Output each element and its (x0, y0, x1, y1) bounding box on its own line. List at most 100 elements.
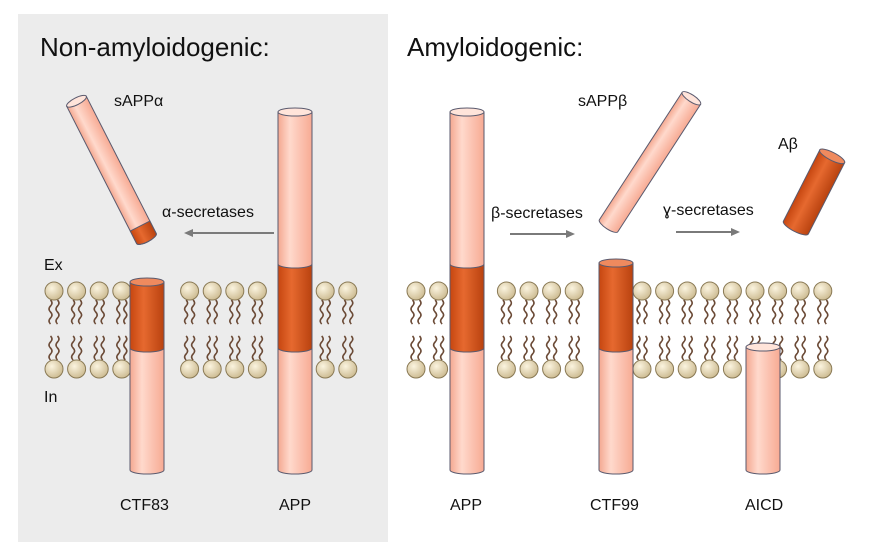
lipid-head (225, 359, 245, 379)
sappb-label: sAPPβ (578, 93, 628, 110)
lipid-tail (417, 299, 422, 325)
lipid-head (44, 359, 64, 379)
lipid-tail (688, 335, 693, 361)
lipid-tail (319, 299, 324, 325)
lipid-tail (523, 299, 528, 325)
lipid-tail (190, 299, 196, 325)
lipid-tail (123, 299, 128, 325)
lipid-tail (229, 299, 234, 325)
lipid-tail (658, 335, 664, 361)
lipid-head (112, 359, 132, 379)
ctf99-label: CTF99 (590, 497, 639, 514)
lipid-tail (77, 299, 83, 325)
lipid-head (745, 281, 765, 301)
lipid-tail (100, 335, 105, 361)
lipid-tail (70, 335, 76, 361)
non-amyloidogenic-title: Non-amyloidogenic: (40, 32, 270, 62)
lipid-head (429, 281, 449, 301)
lipid-tail (342, 335, 347, 361)
lipid-tail (183, 299, 189, 325)
lipid-head (338, 359, 358, 379)
ctf83-label: CTF83 (120, 497, 169, 514)
lipid-tail (771, 299, 777, 325)
lipid-tail (778, 299, 784, 325)
lipid-tail (258, 335, 264, 361)
lipid-head (44, 281, 64, 301)
lipid-tail (545, 299, 551, 325)
lipid-tail (665, 335, 671, 361)
lipid-tail (236, 299, 241, 325)
lipid-tail (568, 335, 573, 361)
lipid-tail (432, 335, 438, 361)
lipid-head (700, 359, 720, 379)
lipid-tail (251, 335, 257, 361)
membrane-right (406, 281, 833, 379)
lipid-tail (801, 299, 806, 325)
lipid-head (429, 359, 449, 379)
lipid-head (542, 359, 562, 379)
lipid-tail (349, 299, 354, 325)
lipid-tail (326, 299, 331, 325)
lipid-head (564, 281, 584, 301)
lipid-tail (213, 335, 218, 361)
lipid-tail (824, 335, 829, 361)
lipid-head (632, 359, 652, 379)
lipid-tail (733, 299, 739, 325)
lipid-head (406, 281, 426, 301)
lipid-head (813, 359, 833, 379)
lipid-tail (258, 299, 264, 325)
sappb-fragment (598, 91, 702, 233)
lipid-tail (77, 335, 83, 361)
lipid-tail (643, 299, 648, 325)
lipid-tail (681, 335, 686, 361)
lipid-tail (229, 335, 234, 361)
lipid-tail (48, 299, 53, 325)
lipid-head (790, 281, 810, 301)
lipid-head (112, 281, 132, 301)
lipid-tail (794, 335, 799, 361)
lipid-tail (439, 299, 445, 325)
lipid-head (180, 281, 200, 301)
lipid-tail (342, 299, 347, 325)
lipid-tail (530, 335, 535, 361)
lipid-tail (711, 299, 716, 325)
alpha-secretases-label: α-secretases (162, 204, 254, 221)
lipid-tail (206, 299, 211, 325)
lipid-head (632, 281, 652, 301)
beta-secretases-label: β-secretases (491, 205, 583, 222)
lipid-head (180, 359, 200, 379)
lipid-tail (688, 299, 693, 325)
lipid-tail (349, 335, 354, 361)
lipid-head (813, 281, 833, 301)
aicd-protein (745, 342, 781, 475)
lipid-tail (100, 299, 105, 325)
lipid-tail (749, 299, 754, 325)
gamma-secretase-arrow (676, 228, 740, 236)
lipid-tail (824, 299, 829, 325)
lipid-tail (681, 299, 686, 325)
lipid-tail (643, 335, 648, 361)
lipid-head (496, 359, 516, 379)
lipid-head (247, 281, 267, 301)
lipid-tail (704, 335, 709, 361)
lipid-tail (552, 335, 558, 361)
sappa-label: sAPPα (114, 93, 164, 110)
lipid-tail (439, 335, 445, 361)
lipid-tail (726, 299, 732, 325)
lipid-head (202, 359, 222, 379)
lipid-tail (507, 299, 513, 325)
lipid-head (542, 281, 562, 301)
app-label-left: APP (279, 497, 312, 514)
lipid-head (519, 281, 539, 301)
lipid-tail (817, 299, 822, 325)
lipid-head (315, 359, 335, 379)
lipid-head (722, 281, 742, 301)
lipid-head (67, 359, 87, 379)
amyloidogenic-title: Amyloidogenic: (407, 32, 584, 62)
lipid-tail (575, 299, 580, 325)
ctf99-protein (598, 258, 634, 475)
lipid-tail (711, 335, 716, 361)
lipid-tail (523, 335, 528, 361)
lipid-tail (236, 335, 241, 361)
lipid-tail (319, 335, 324, 361)
